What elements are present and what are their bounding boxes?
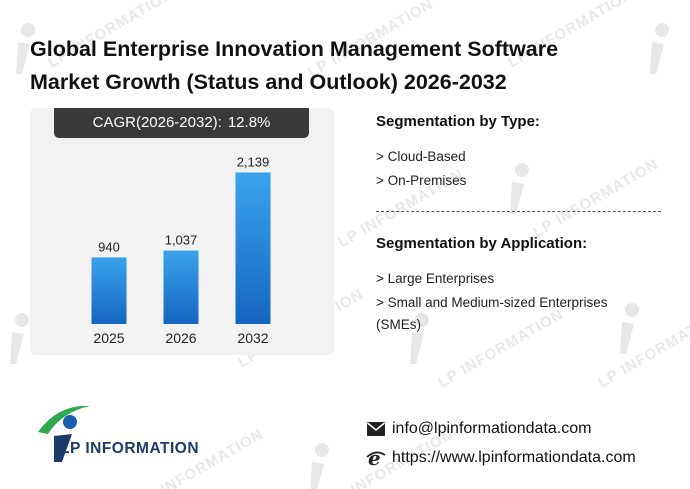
x-tick-label-2026: 2026	[165, 330, 196, 346]
segmentation-application-item: > Large Enterprises	[376, 271, 495, 286]
brand-name: LP INFORMATION	[60, 440, 200, 457]
email-text[interactable]: info@lpinformationdata.com	[392, 420, 592, 437]
browser-e-icon: e	[366, 448, 386, 468]
data-label-2032: 2,139	[237, 154, 270, 169]
bar-2032	[235, 172, 271, 324]
watermark-text: LP INFORMATION	[530, 155, 662, 242]
svg-text:e: e	[368, 448, 381, 468]
bar-chart: 940 2025 1,037 2026 2,139 2032	[91, 154, 271, 346]
page-title: Global Enterprise Innovation Management …	[30, 33, 670, 99]
cagr-value: 12.8%	[227, 114, 271, 131]
cagr-badge: CAGR(2026-2032): 12.8%	[54, 108, 309, 138]
segmentation-application-item: > Small and Medium-sized Enterprises	[376, 295, 608, 310]
watermark-text: LP INFORMATION	[595, 305, 690, 392]
x-tick-label-2032: 2032	[237, 330, 268, 346]
watermark-logo-icon	[620, 303, 639, 354]
data-label-2026: 1,037	[165, 233, 198, 248]
segmentation-application-item: (SMEs)	[376, 317, 421, 332]
contact-email: info@lpinformationdata.com	[366, 419, 591, 439]
bar-2026	[163, 250, 199, 324]
page-title-line2: Market Growth (Status and Outlook) 2026-…	[30, 70, 507, 94]
segmentation-application-title: Segmentation by Application:	[376, 235, 588, 252]
section-divider	[376, 211, 661, 212]
segmentation-type-item: > Cloud-Based	[376, 149, 466, 164]
segmentation-type-item: > On-Premises	[376, 173, 467, 188]
cagr-label: CAGR(2026-2032):	[92, 114, 222, 131]
data-label-2025: 940	[98, 239, 120, 254]
website-link[interactable]: https://www.lpinformationdata.com	[392, 449, 636, 466]
x-tick-label-2025: 2025	[93, 330, 124, 346]
contact-website: e https://www.lpinformationdata.com	[366, 448, 636, 468]
page-title-line1: Global Enterprise Innovation Management …	[30, 37, 559, 61]
bar-2025	[91, 257, 127, 324]
watermark-text: LP INFORMATION	[435, 305, 567, 392]
watermark-logo-icon	[310, 443, 329, 489]
envelope-icon	[366, 422, 386, 436]
segmentation-type-title: Segmentation by Type:	[376, 113, 540, 130]
lp-information-logo-icon	[38, 405, 90, 462]
watermark-logo-icon	[510, 163, 529, 214]
